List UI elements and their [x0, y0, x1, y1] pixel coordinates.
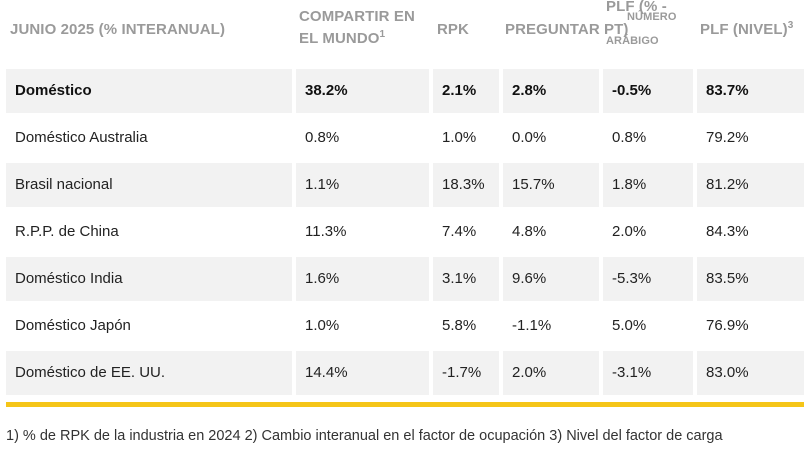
table-header: JUNIO 2025 (% INTERANUAL) COMPARTIR EN E… — [6, 0, 804, 66]
cell-share: 38.2% — [296, 69, 429, 113]
table-row: Doméstico India 1.6% 3.1% 9.6% -5.3% 83.… — [6, 257, 804, 304]
header-world-share: COMPARTIR EN EL MUNDO1 — [299, 8, 415, 47]
cell-share: 14.4% — [296, 351, 429, 395]
cell-rpk: -1.7% — [433, 351, 499, 395]
cell-plf-level: 79.2% — [706, 129, 749, 146]
table-row: Doméstico Japón 1.0% 5.8% -1.1% 5.0% 76.… — [6, 304, 804, 351]
cell-market: Doméstico — [6, 69, 292, 113]
cell-share: 1.1% — [296, 163, 429, 207]
cell-plf-pt: -5.3% — [603, 257, 693, 301]
cell-plf-pt: 0.8% — [612, 129, 647, 146]
cell-market: Doméstico de EE. UU. — [6, 351, 292, 395]
cell-share: 1.6% — [296, 257, 429, 301]
cell-share: 11.3% — [305, 223, 347, 240]
cell-rpk: 2.1% — [433, 69, 499, 113]
cell-rpk: 5.8% — [442, 317, 477, 334]
cell-ask: 0.0% — [512, 129, 547, 146]
cell-market: R.P.P. de China — [15, 223, 119, 240]
header-rpk: RPK — [437, 21, 469, 38]
cell-plf-pt: 1.8% — [603, 163, 693, 207]
cell-ask: -1.1% — [512, 317, 552, 334]
cell-plf-level: 76.9% — [706, 317, 749, 334]
cell-market: Brasil nacional — [6, 163, 292, 207]
cell-ask: 9.6% — [503, 257, 599, 301]
cell-rpk: 7.4% — [442, 223, 477, 240]
cell-plf-level: 83.0% — [697, 351, 804, 395]
cell-plf-pt: 2.0% — [612, 223, 647, 240]
cell-ask: 2.8% — [503, 69, 599, 113]
table-row: R.P.P. de China 11.3% 7.4% 4.8% 2.0% 84.… — [6, 210, 804, 257]
cell-ask: 15.7% — [503, 163, 599, 207]
cell-plf-pt: 5.0% — [612, 317, 647, 334]
table-row: Doméstico 38.2% 2.1% 2.8% -0.5% 83.7% — [6, 69, 804, 116]
table-row: Brasil nacional 1.1% 18.3% 15.7% 1.8% 81… — [6, 163, 804, 210]
cell-plf-level: 81.2% — [697, 163, 804, 207]
header-plf-level: PLF (NIVEL)3 — [700, 20, 794, 39]
header-plf-pt: PLF (% - NÚMERO ARÁBIGO — [606, 0, 677, 47]
cell-market: Doméstico Australia — [15, 129, 148, 146]
accent-divider — [6, 402, 804, 407]
header-ask: PREGUNTAR PT) — [505, 21, 629, 38]
cell-rpk: 3.1% — [433, 257, 499, 301]
cell-plf-pt: -3.1% — [603, 351, 693, 395]
cell-ask: 2.0% — [503, 351, 599, 395]
cell-share: 0.8% — [305, 129, 340, 146]
cell-plf-level: 83.5% — [697, 257, 804, 301]
cell-plf-level: 84.3% — [706, 223, 749, 240]
cell-plf-pt: -0.5% — [603, 69, 693, 113]
cell-market: Doméstico India — [6, 257, 292, 301]
table-row: Doméstico de EE. UU. 14.4% -1.7% 2.0% -3… — [6, 351, 804, 398]
cell-ask: 4.8% — [512, 223, 547, 240]
cell-rpk: 18.3% — [433, 163, 499, 207]
footnote: 1) % de RPK de la industria en 2024 2) C… — [6, 428, 723, 444]
header-period: JUNIO 2025 (% INTERANUAL) — [10, 21, 226, 38]
cell-share: 1.0% — [305, 317, 340, 334]
table-row: Doméstico Australia 0.8% 1.0% 0.0% 0.8% … — [6, 116, 804, 163]
cell-rpk: 1.0% — [442, 129, 477, 146]
data-table: Doméstico 38.2% 2.1% 2.8% -0.5% 83.7% Do… — [6, 69, 804, 398]
cell-market: Doméstico Japón — [15, 317, 131, 334]
cell-plf-level: 83.7% — [697, 69, 804, 113]
